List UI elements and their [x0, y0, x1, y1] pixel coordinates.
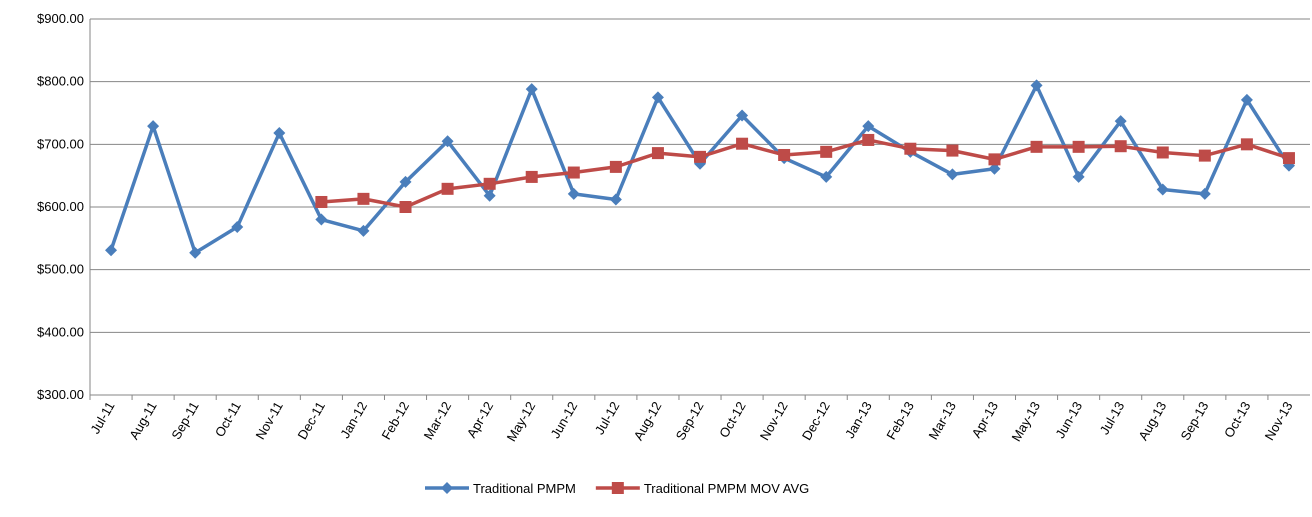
x-tick-label: Aug-12 — [631, 399, 665, 443]
x-tick-label: Jun-12 — [548, 399, 581, 441]
x-tick-label: Nov-12 — [757, 399, 791, 443]
data-point — [946, 168, 959, 181]
x-tick-label: Sep-12 — [673, 399, 707, 443]
data-point — [357, 192, 370, 205]
legend: Traditional PMPM Traditional PMPM MOV AVG — [425, 481, 809, 496]
data-point — [483, 177, 496, 190]
x-tick-label: Oct-13 — [1221, 399, 1253, 440]
data-point — [567, 187, 580, 200]
data-point — [862, 120, 875, 133]
y-tick-label: $700.00 — [37, 136, 84, 151]
data-point — [399, 201, 412, 213]
data-point — [105, 244, 118, 257]
data-point — [904, 142, 917, 155]
data-point — [1114, 140, 1127, 153]
data-point — [1198, 187, 1211, 200]
x-tick-label: Jul-12 — [592, 399, 623, 437]
data-point — [1030, 79, 1043, 92]
y-tick-label: $300.00 — [37, 387, 84, 402]
x-tick-label: Jan-13 — [842, 399, 875, 441]
data-point — [609, 193, 622, 206]
data-point — [231, 221, 244, 234]
data-point — [1156, 183, 1169, 196]
x-tick-label: Nov-11 — [252, 399, 285, 442]
data-point — [651, 147, 664, 160]
data-point — [525, 170, 538, 183]
data-point — [988, 162, 1001, 175]
data-point — [1072, 170, 1085, 183]
x-tick-label: Sep-11 — [168, 399, 201, 442]
data-point — [189, 246, 202, 259]
y-tick-label: $600.00 — [37, 199, 84, 214]
x-tick-label: Dec-11 — [295, 399, 328, 442]
y-tick-label: $400.00 — [37, 324, 84, 339]
data-point — [1156, 146, 1169, 159]
data-point — [399, 175, 412, 188]
x-tick-label: Jul-13 — [1097, 399, 1128, 437]
data-point — [441, 135, 454, 148]
legend-marker — [611, 482, 624, 494]
data-point — [441, 182, 454, 195]
y-tick-label: $900.00 — [37, 11, 84, 26]
data-point — [946, 144, 959, 157]
data-point — [483, 189, 496, 202]
data-point — [820, 170, 833, 183]
data-point — [1198, 149, 1211, 162]
x-tick-label: May-13 — [1008, 399, 1043, 444]
x-tick-label: Oct-11 — [212, 399, 244, 439]
legend-label: Traditional PMPM MOV AVG — [644, 481, 809, 496]
x-tick-label: Sep-13 — [1177, 399, 1211, 443]
data-point — [1030, 140, 1043, 153]
data-point — [315, 213, 328, 226]
data-point — [1282, 152, 1295, 165]
data-point — [315, 195, 328, 208]
data-point — [567, 166, 580, 179]
x-tick-label: Nov-13 — [1262, 399, 1296, 443]
x-tick-label: Feb-13 — [883, 399, 917, 442]
data-point — [1072, 140, 1085, 153]
data-point — [147, 120, 160, 133]
x-tick-label: Oct-12 — [716, 399, 748, 440]
x-tick-label: Jun-13 — [1052, 399, 1085, 441]
x-tick-label: Dec-12 — [799, 399, 833, 443]
x-tick-label: Apr-13 — [969, 399, 1002, 440]
x-tick-label: Mar-13 — [925, 399, 959, 442]
data-point — [778, 148, 791, 161]
data-point — [736, 137, 749, 150]
data-point — [988, 153, 1001, 166]
data-point — [357, 224, 370, 237]
data-point — [862, 133, 875, 146]
x-tick-label: May-12 — [504, 399, 539, 444]
legend-marker — [441, 482, 453, 494]
data-point — [651, 91, 664, 104]
x-tick-label: Jan-12 — [337, 399, 370, 441]
data-point — [736, 109, 749, 122]
data-point — [820, 145, 833, 158]
data-point — [694, 150, 706, 163]
y-tick-label: $500.00 — [37, 262, 84, 277]
x-tick-label: Apr-12 — [464, 399, 497, 440]
data-point — [1114, 115, 1127, 128]
y-tick-label: $800.00 — [37, 74, 84, 89]
data-point — [1240, 138, 1253, 151]
x-tick-label: Aug-11 — [126, 399, 159, 442]
data-point — [273, 127, 286, 140]
x-tick-label: Feb-12 — [379, 399, 413, 442]
x-tick-label: Jul-11 — [87, 399, 117, 436]
data-point — [525, 83, 538, 96]
data-point — [1240, 93, 1253, 106]
data-point — [609, 160, 622, 173]
x-tick-label: Mar-12 — [421, 399, 455, 442]
legend-label: Traditional PMPM — [473, 481, 576, 496]
x-tick-label: Aug-13 — [1135, 399, 1169, 443]
series-line — [321, 138, 1290, 209]
